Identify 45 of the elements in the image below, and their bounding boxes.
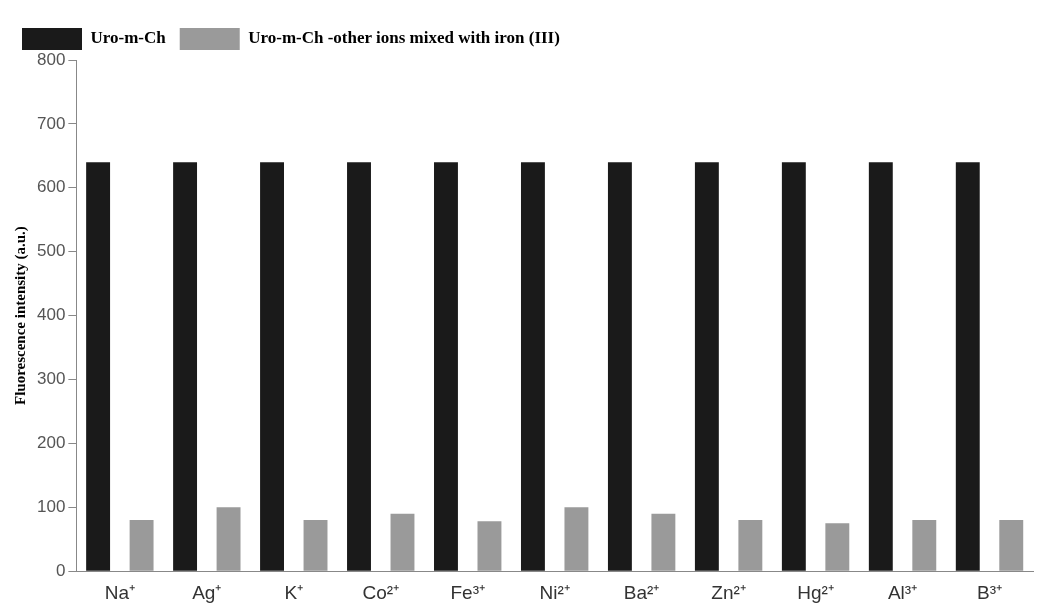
bar (260, 162, 284, 571)
bar (955, 162, 980, 571)
bar (607, 162, 632, 571)
y-tick-label: 500 (36, 241, 66, 261)
y-axis-title: Fluorescence intensity (a.u.) (11, 226, 29, 406)
x-tick-label: B³⁺ (977, 581, 1003, 603)
x-tick-label: K⁺ (284, 581, 304, 603)
bar (781, 162, 806, 571)
x-tick-label: Al³⁺ (887, 581, 918, 603)
bar (129, 520, 154, 571)
x-tick-label: Na⁺ (104, 581, 135, 603)
bar (347, 162, 371, 571)
x-tick-label: Ni²⁺ (539, 581, 570, 603)
y-tick-label: 600 (36, 177, 66, 197)
y-tick-label: 100 (36, 496, 66, 516)
bar (825, 523, 850, 571)
bar (738, 520, 763, 571)
bar (303, 520, 328, 571)
y-tick-label: 400 (36, 305, 66, 325)
x-tick-label: Ba²⁺ (623, 581, 660, 603)
x-tick-label: Hg²⁺ (797, 581, 834, 603)
bar (216, 507, 241, 571)
bar (999, 520, 1024, 571)
bar (86, 162, 111, 571)
bar (868, 162, 893, 571)
x-tick-label: Fe³⁺ (450, 581, 485, 603)
x-tick-label: Ag⁺ (192, 581, 222, 603)
bar (694, 162, 719, 571)
y-tick-label: 300 (36, 369, 66, 389)
bar (651, 513, 676, 571)
bar (173, 162, 198, 571)
bar (434, 162, 458, 571)
x-tick-label: Zn²⁺ (711, 581, 746, 603)
y-tick-label: 800 (36, 49, 66, 69)
bar (520, 162, 545, 571)
y-tick-label: 200 (36, 433, 66, 453)
legend-label: Uro-m-Ch -other ions mixed with iron (III) (248, 28, 560, 48)
bar (564, 507, 589, 571)
y-tick-label: 700 (36, 113, 66, 133)
bar (390, 513, 415, 571)
x-tick-label: Co²⁺ (362, 581, 400, 603)
bar (477, 521, 502, 571)
bar (912, 520, 937, 571)
y-tick-label: 0 (55, 560, 66, 580)
legend-label: Uro-m-Ch (90, 28, 167, 48)
